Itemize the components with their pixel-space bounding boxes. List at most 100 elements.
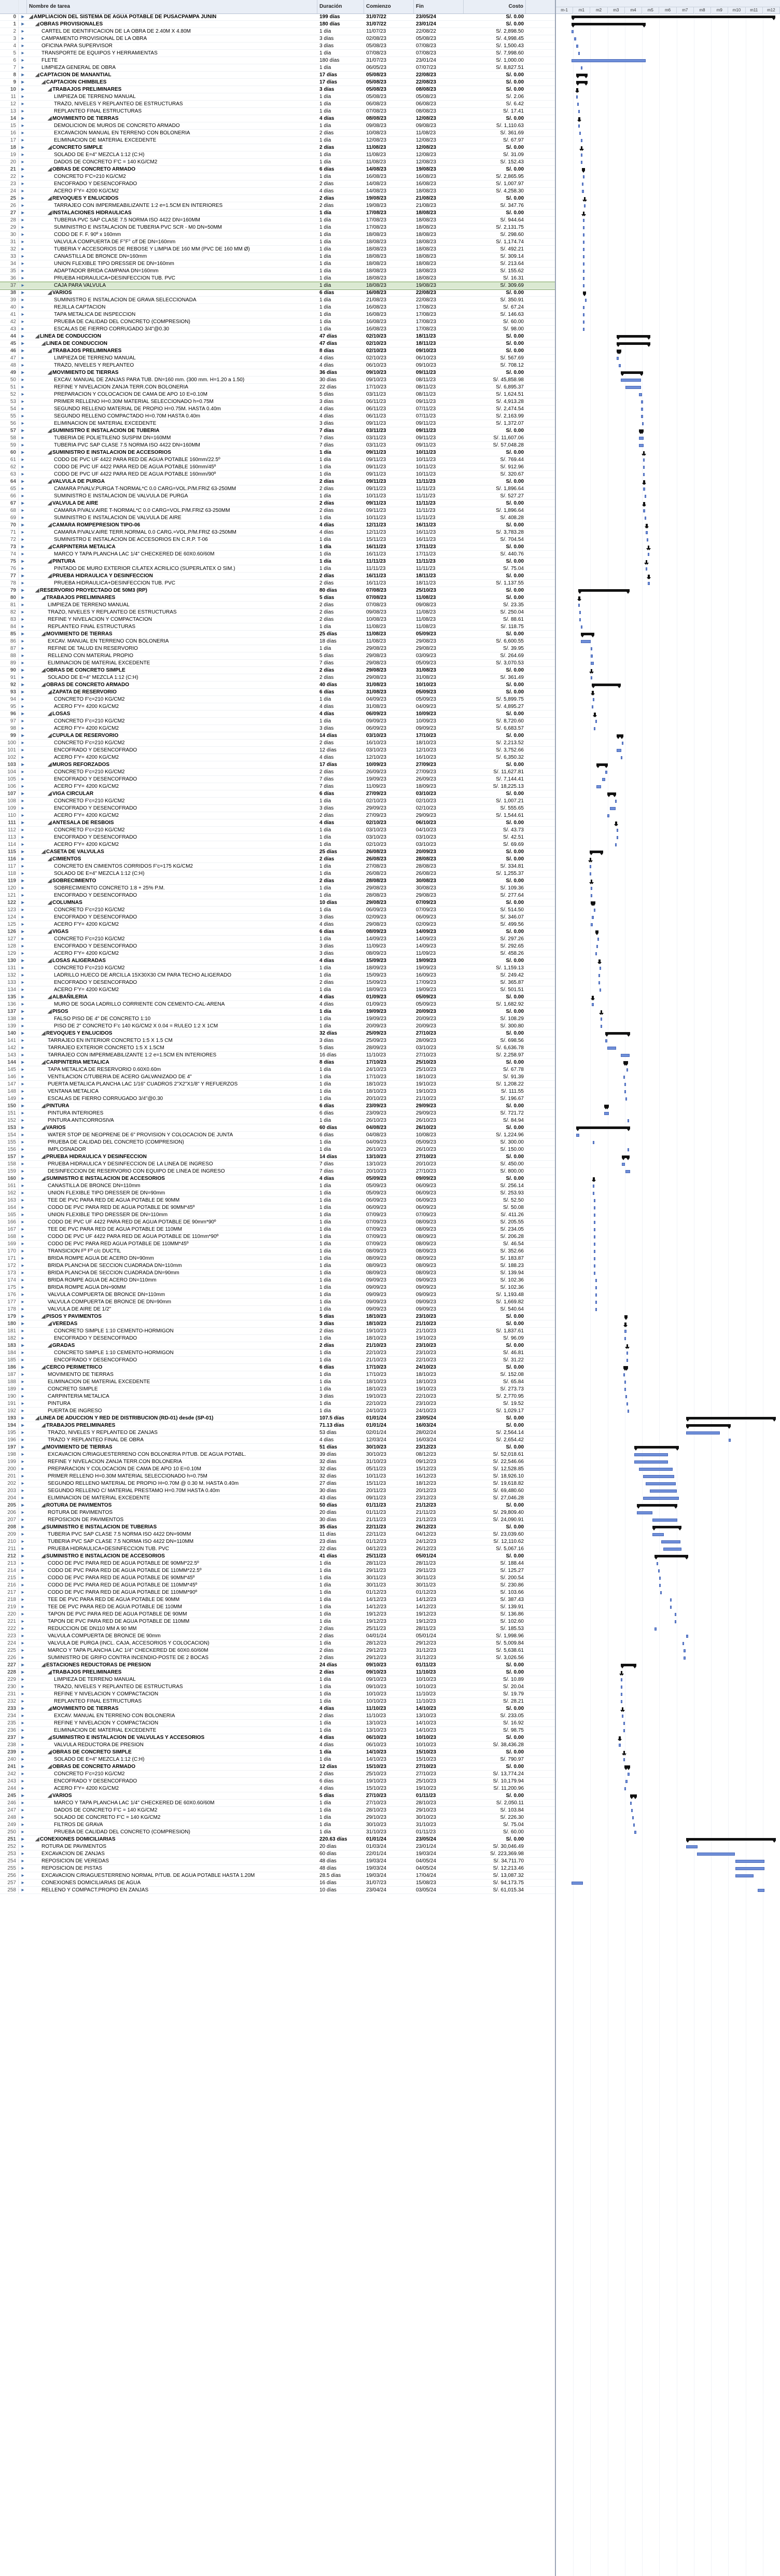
task-name[interactable]: CARTEL DE IDENTIFICACION DE LA OBRA DE 2…: [27, 28, 317, 35]
task-row[interactable]: 24 ▸ ACERO F'Y= 4200 KG/CM2 4 días 14/08/23 1…: [0, 188, 555, 195]
task-name[interactable]: ◢CASETA DE VALVULAS: [27, 848, 317, 856]
task-name[interactable]: TARRAJEO CON IMPERMEABILIZANTE 1:2 e=1.5…: [27, 1052, 317, 1059]
task-bar[interactable]: [581, 625, 582, 629]
task-bar[interactable]: [643, 466, 645, 469]
task-row[interactable]: 112 ▸ CONCRETO F'c=210 KG/CM2 1 día 03/10/23…: [0, 827, 555, 834]
summary-task-row[interactable]: 93 ▸ ◢ZAPATA DE RESERVORIO 6 días 31/08/23 05…: [0, 689, 555, 696]
task-bar[interactable]: [595, 1286, 597, 1289]
task-name[interactable]: CONCRETO F'c=210 KG/CM2: [27, 696, 317, 703]
task-name[interactable]: ◢REVOQUES Y ENLUCIDOS: [27, 195, 317, 202]
collapse-toggle-icon[interactable]: ◢: [48, 856, 52, 862]
summary-bar[interactable]: [592, 684, 621, 688]
task-bar[interactable]: [735, 1860, 764, 1863]
task-row[interactable]: 131 ▸ CONCRETO F'c=210 KG/CM2 1 día 18/09/23…: [0, 965, 555, 972]
task-bar[interactable]: [601, 1018, 602, 1021]
summary-task-row[interactable]: 10 ▸ ◢TRABAJOS PRELIMINARES 3 días 05/08/23 0…: [0, 86, 555, 93]
task-name[interactable]: CAJA PARA VALVULA: [27, 282, 317, 289]
task-name[interactable]: CARPINTERIA METALICA: [27, 1393, 317, 1400]
task-name[interactable]: ENCOFRADO Y DESENCOFRADO: [27, 776, 317, 783]
task-bar[interactable]: [583, 241, 584, 244]
task-name[interactable]: REFINE Y NIVELACION ZANJA TERR.CON BOLON…: [27, 1458, 317, 1466]
collapse-toggle-icon[interactable]: ◢: [41, 631, 46, 637]
task-name[interactable]: ◢MUROS REFORZADOS: [27, 761, 317, 769]
task-name[interactable]: ◢SUMINISTRO E INSTALACION DE ACCESORIOS: [27, 1175, 317, 1182]
col-header-name[interactable]: Nombre de tarea: [27, 0, 317, 13]
task-name[interactable]: FLETE: [27, 57, 317, 64]
task-name[interactable]: ◢CAMARA ROMPEPRESION TIPO-06: [27, 522, 317, 529]
task-bar[interactable]: [643, 458, 645, 462]
summary-bar[interactable]: [686, 1838, 776, 1843]
col-header-cost[interactable]: Costo: [464, 0, 526, 13]
task-row[interactable]: 71 ▸ CAMARA P/VALV.AIRE TERR.NORMAL 0.0 CA…: [0, 529, 555, 536]
task-bar[interactable]: [579, 618, 581, 621]
task-row[interactable]: 53 ▸ PRIMER RELLENO H=0.30M MATERIAL SELEC…: [0, 398, 555, 406]
task-bar[interactable]: [624, 1337, 626, 1340]
task-bar[interactable]: [595, 1293, 597, 1297]
task-name[interactable]: ◢MOVIMIENTO DE TIERRAS: [27, 1705, 317, 1712]
task-name[interactable]: ◢ANTESALA DE RESBOIS: [27, 819, 317, 827]
collapse-toggle-icon[interactable]: ◢: [41, 1524, 46, 1530]
task-bar[interactable]: [648, 582, 650, 585]
task-row[interactable]: 204 ▸ ELIMINACION DE MATERIAL EXCEDENTE 43 …: [0, 1495, 555, 1502]
task-name[interactable]: WATER STOP DE NEOPRENE DE 6" PROVISION Y…: [27, 1132, 317, 1139]
task-name[interactable]: ◢CONCRETO SIMPLE: [27, 144, 317, 151]
summary-bar[interactable]: [624, 1765, 630, 1770]
task-name[interactable]: TEE DE PVC PARA RED DE AGUA POTABLE DE 9…: [27, 1596, 317, 1604]
task-row[interactable]: 225 ▸ MARCO Y TAPA PLANCHA LAC 1/4" CHECKE…: [0, 1647, 555, 1654]
summary-task-row[interactable]: 241 ▸ ◢OBRAS DE CONCRETO ARMADO 12 días 15/1…: [0, 1763, 555, 1771]
task-row[interactable]: 28 ▸ TUBERIA PVC SAP CLASE 7.5 NORMA ISO 4…: [0, 217, 555, 224]
task-bar[interactable]: [660, 1591, 662, 1594]
task-bar[interactable]: [579, 132, 581, 135]
task-bar[interactable]: [583, 248, 584, 251]
task-bar[interactable]: [622, 742, 623, 745]
task-bar[interactable]: [617, 829, 618, 832]
task-bar[interactable]: [590, 865, 591, 868]
collapse-toggle-icon[interactable]: ◢: [48, 791, 52, 797]
task-row[interactable]: 23 ▸ ENCOFRADO Y DESENCOFRADO 2 días 14/08/2…: [0, 180, 555, 188]
summary-bar[interactable]: [625, 1344, 630, 1349]
task-name[interactable]: REFINE DE TALUD EN RESERVORIO: [27, 645, 317, 652]
task-row[interactable]: 178 ▸ VALVULA DE AIRE DE 1/2" 1 día 09/09/23…: [0, 1306, 555, 1313]
task-bar[interactable]: [729, 1439, 731, 1442]
task-name[interactable]: LADRILLO HUECO DE ARCILLA 15X30X30 CM PA…: [27, 972, 317, 979]
task-bar[interactable]: [594, 909, 595, 912]
task-row[interactable]: 109 ▸ ENCOFRADO Y DESENCOFRADO 3 días 29/09/…: [0, 805, 555, 812]
task-bar[interactable]: [593, 698, 594, 701]
task-name[interactable]: ◢VEREDAS: [27, 1320, 317, 1328]
task-name[interactable]: ENCOFRADO Y DESENCOFRADO: [27, 979, 317, 986]
task-row[interactable]: 168 ▸ CODO DE PVC UF 4422 PARA RED DE AGUA…: [0, 1233, 555, 1241]
task-name[interactable]: PRIMER RELLENO H=0.30M MATERIAL SELECCIO…: [27, 398, 317, 406]
task-name[interactable]: SOLADO DE E=4" MEZCLA 1:12 (C:H): [27, 151, 317, 159]
collapse-toggle-icon[interactable]: ◢: [41, 1103, 46, 1109]
summary-task-row[interactable]: 107 ▸ ◢VIGA CIRCULAR 6 días 27/09/23 03/10/23…: [0, 790, 555, 798]
task-name[interactable]: ◢CARPINTERIA METALICA: [27, 544, 317, 551]
task-row[interactable]: 190 ▸ CARPINTERIA METALICA 3 días 19/10/23 22…: [0, 1393, 555, 1400]
collapse-toggle-icon[interactable]: ◢: [48, 762, 52, 768]
task-bar[interactable]: [625, 1780, 628, 1783]
task-name[interactable]: SOLADO DE CONCRETO F'C = 140 KG/CM2: [27, 1814, 317, 1821]
task-bar[interactable]: [594, 1206, 595, 1209]
task-row[interactable]: 151 ▸ PINTURA INTERIORES 6 días 23/09/23 29/0…: [0, 1110, 555, 1117]
task-name[interactable]: ◢OBRAS DE CONCRETO ARMADO: [27, 681, 317, 689]
task-name[interactable]: ◢TRABAJOS PRELIMINARES: [27, 1422, 317, 1429]
task-row[interactable]: 59 ▸ TUBERIA PVC SAP CLASE 7.5 NORMA ISO 4…: [0, 442, 555, 449]
summary-bar[interactable]: [593, 713, 597, 717]
task-name[interactable]: ◢VARIOS: [27, 1124, 317, 1132]
task-name[interactable]: ◢VIGAS: [27, 928, 317, 936]
task-name[interactable]: TRAZO, NIVELES Y REPLANTEO DE ZANJAS: [27, 1429, 317, 1437]
task-name[interactable]: TUBERIA Y ACCESORIOS DE REBOSE Y LIMPIA …: [27, 246, 317, 253]
task-row[interactable]: 42 ▸ PRUEBA DE CALIDAD DEL CONCRETO (COMPR…: [0, 318, 555, 326]
task-name[interactable]: REPLANTEO FINAL ESTRUCTURAS: [27, 1698, 317, 1705]
task-row[interactable]: 82 ▸ TRAZO, NIVELES Y REPLANTEO DE ESTRUCT…: [0, 609, 555, 616]
task-bar[interactable]: [593, 1141, 594, 1144]
summary-bar[interactable]: [644, 560, 649, 565]
task-row[interactable]: 128 ▸ ENCOFRADO Y DESENCOFRADO 3 días 11/09/…: [0, 943, 555, 950]
task-name[interactable]: CONCRETO F'c=210 KG/CM2: [27, 965, 317, 972]
summary-bar[interactable]: [646, 546, 651, 550]
task-row[interactable]: 12 ▸ TRAZO, NIVELES Y REPLANTEO DE ESTRUCT…: [0, 101, 555, 108]
collapse-toggle-icon[interactable]: ◢: [48, 900, 52, 906]
task-row[interactable]: 129 ▸ ACERO F'Y= 4200 KG/CM2 3 días 08/09/23…: [0, 950, 555, 957]
task-bar[interactable]: [628, 1410, 629, 1413]
task-row[interactable]: 187 ▸ MOVIMIENTO DE TIERRAS 1 día 17/10/23 18…: [0, 1371, 555, 1378]
task-bar[interactable]: [657, 1562, 658, 1565]
